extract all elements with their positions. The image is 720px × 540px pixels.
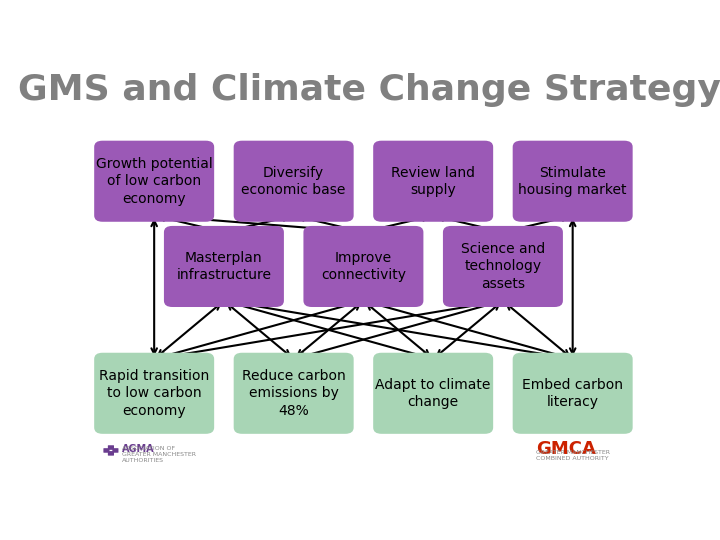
Text: Stimulate
housing market: Stimulate housing market: [518, 166, 627, 197]
FancyBboxPatch shape: [303, 226, 423, 307]
FancyBboxPatch shape: [108, 451, 114, 456]
Text: Masterplan
infrastructure: Masterplan infrastructure: [176, 251, 271, 282]
FancyBboxPatch shape: [513, 141, 633, 222]
Text: GREATER MANCHESTER
COMBINED AUTHORITY: GREATER MANCHESTER COMBINED AUTHORITY: [536, 450, 611, 461]
FancyBboxPatch shape: [164, 226, 284, 307]
FancyBboxPatch shape: [443, 226, 563, 307]
Text: Embed carbon
literacy: Embed carbon literacy: [522, 377, 624, 409]
Text: AGMA: AGMA: [122, 444, 155, 454]
FancyBboxPatch shape: [104, 448, 109, 453]
FancyBboxPatch shape: [373, 353, 493, 434]
Text: Review land
supply: Review land supply: [391, 166, 475, 197]
FancyBboxPatch shape: [513, 353, 633, 434]
Text: Growth potential
of low carbon
economy: Growth potential of low carbon economy: [96, 157, 212, 206]
Text: Science and
technology
assets: Science and technology assets: [461, 242, 545, 291]
FancyBboxPatch shape: [94, 141, 214, 222]
FancyBboxPatch shape: [234, 353, 354, 434]
FancyBboxPatch shape: [112, 448, 119, 453]
Text: ASSOCIATION OF
GREATER MANCHESTER
AUTHORITIES: ASSOCIATION OF GREATER MANCHESTER AUTHOR…: [122, 446, 197, 463]
Text: Improve
connectivity: Improve connectivity: [321, 251, 406, 282]
Text: Adapt to climate
change: Adapt to climate change: [376, 377, 491, 409]
Text: Rapid transition
to low carbon
economy: Rapid transition to low carbon economy: [99, 369, 210, 417]
Text: Diversify
economic base: Diversify economic base: [241, 166, 346, 197]
Text: Reduce carbon
emissions by
48%: Reduce carbon emissions by 48%: [242, 369, 346, 417]
Text: GMS and Climate Change Strategy: GMS and Climate Change Strategy: [17, 73, 720, 107]
FancyBboxPatch shape: [108, 446, 114, 450]
FancyBboxPatch shape: [94, 353, 214, 434]
Text: GMCA: GMCA: [536, 440, 596, 458]
FancyBboxPatch shape: [373, 141, 493, 222]
FancyBboxPatch shape: [234, 141, 354, 222]
